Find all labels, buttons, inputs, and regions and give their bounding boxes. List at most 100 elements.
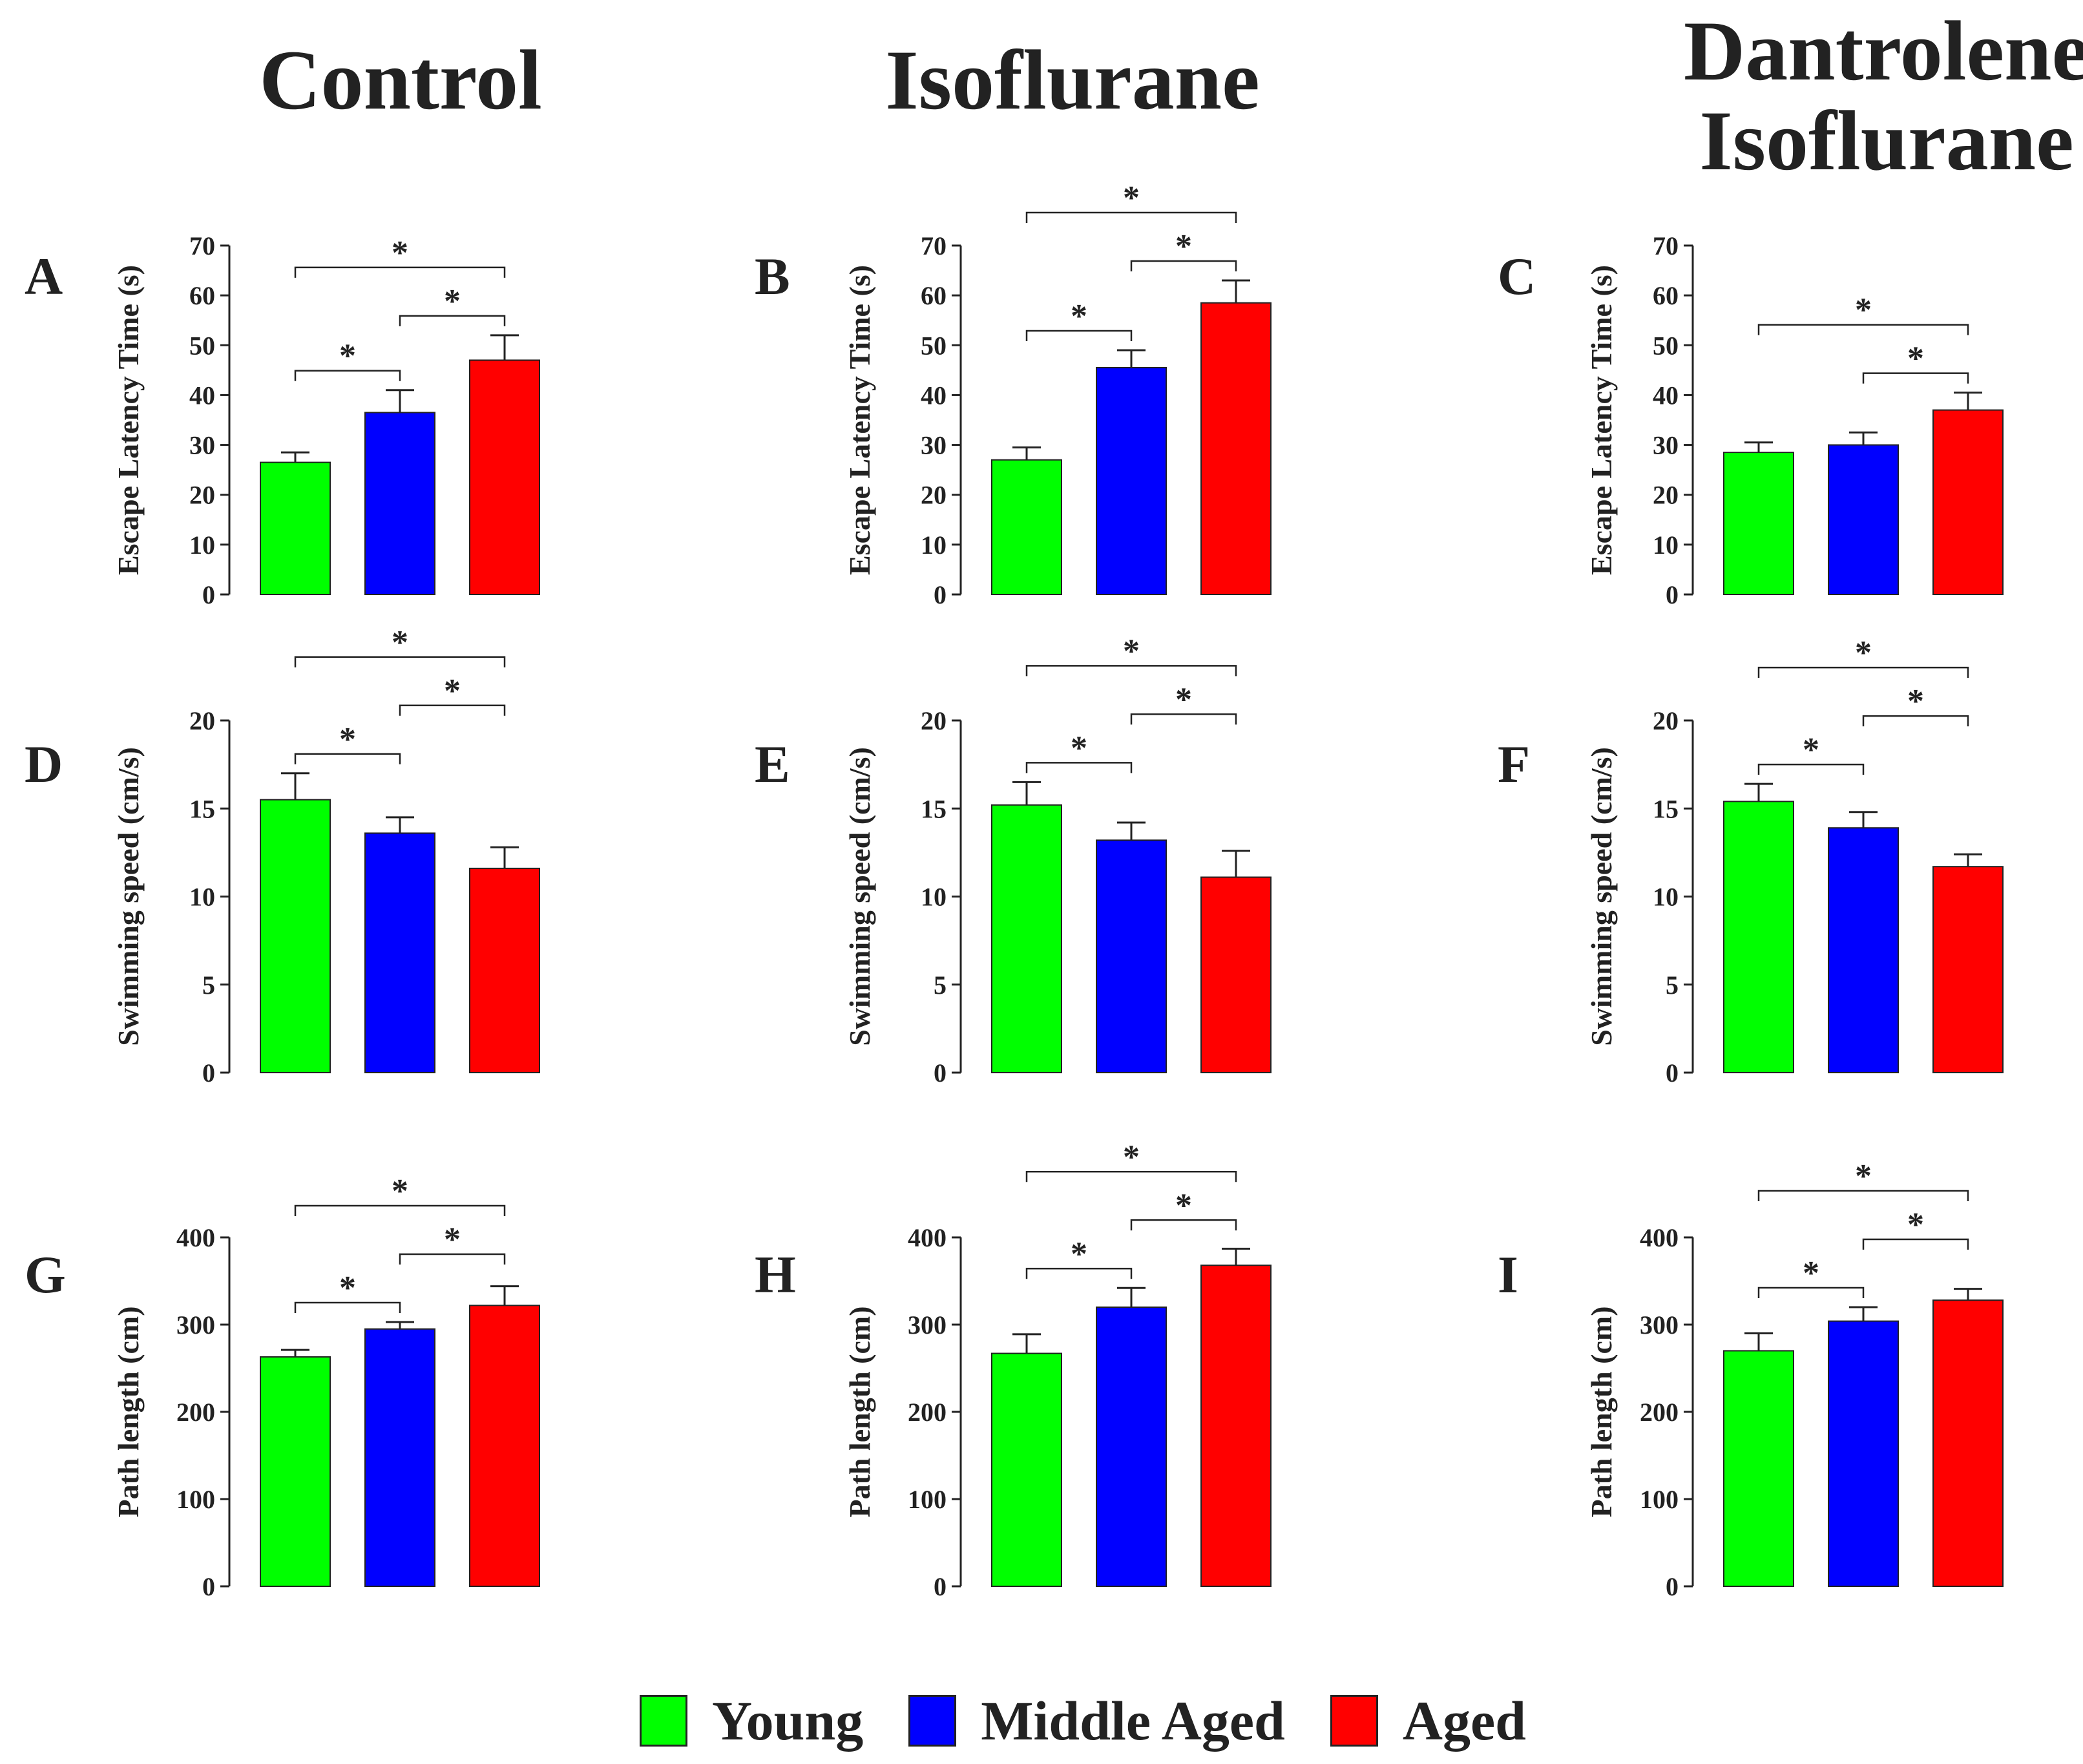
significance-bracket <box>1025 1171 1237 1182</box>
significance-star: * <box>1855 1158 1872 1195</box>
y-tick-label: 30 <box>921 431 947 460</box>
bar-young <box>260 799 331 1073</box>
panel-G: G Path length (cm) 0 100 200 300 400 * * * <box>25 1173 540 1601</box>
y-axis-label: Path length (cm) <box>112 1306 145 1517</box>
bar-aged <box>1932 1299 2004 1587</box>
significance-star: * <box>1175 228 1192 265</box>
y-axis-label: Escape Latency Time (s) <box>1585 265 1618 575</box>
significance-star: * <box>1123 180 1140 216</box>
y-tick-label: 5 <box>934 971 947 1000</box>
y-tick-label: 40 <box>1653 381 1679 410</box>
significance-bracket <box>1130 1219 1237 1231</box>
y-tick-label: 200 <box>1640 1398 1679 1427</box>
bar-young <box>991 459 1062 596</box>
bar-middle-aged <box>364 1328 435 1587</box>
y-tick-label: 15 <box>921 794 947 823</box>
y-tick-label: 20 <box>189 706 215 735</box>
y-tick-label: 0 <box>934 1058 947 1087</box>
y-tick-label: 0 <box>202 1058 215 1087</box>
significance-bracket <box>294 266 506 278</box>
column-title-dantrolene-isoflurane: Dantrolene Isoflurane <box>1660 6 2083 185</box>
significance-bracket <box>294 1301 401 1313</box>
legend-label-aged: Aged <box>1402 1690 1526 1752</box>
y-tick-label: 400 <box>908 1223 947 1252</box>
y-tick-label: 0 <box>202 1572 215 1601</box>
y-tick-label: 20 <box>921 481 947 510</box>
significance-star: * <box>339 338 356 375</box>
y-tick-label: 100 <box>908 1485 947 1514</box>
y-axis-label: Swimming speed (cm/s) <box>112 747 145 1046</box>
significance-bracket <box>1862 372 1969 384</box>
significance-star: * <box>1123 633 1140 669</box>
bar-middle-aged <box>1096 367 1167 595</box>
legend-swatch-middle-aged <box>908 1695 957 1747</box>
panel-B: B Escape Latency Time (s) 0 10 20 30 40 50 60 70 *… <box>755 180 1272 609</box>
y-tick-label: 100 <box>1640 1485 1679 1514</box>
significance-star: * <box>444 1221 461 1258</box>
y-tick-label: 15 <box>1653 794 1679 823</box>
significance-bracket <box>294 753 401 764</box>
y-axis-label: Path length (cm) <box>843 1306 876 1517</box>
y-tick-label: 300 <box>908 1310 947 1339</box>
y-tick-label: 200 <box>908 1398 947 1427</box>
column-title-isoflurane: Isoflurane <box>885 32 1260 127</box>
y-tick-label: 20 <box>921 706 947 735</box>
significance-star: * <box>1175 1187 1192 1224</box>
bar-young <box>1723 1350 1794 1587</box>
y-tick-label: 0 <box>934 580 947 609</box>
significance-star: * <box>1907 683 1924 720</box>
panel-letter: I <box>1498 1245 1518 1304</box>
bar-middle-aged <box>1828 1320 1899 1587</box>
significance-bracket <box>294 656 506 667</box>
column-title-isoflurane-line: Isoflurane <box>1699 92 2074 188</box>
panel-D: D Swimming speed (cm/s) 0 5 10 15 20 * * * <box>25 624 540 1087</box>
significance-bracket <box>1757 666 1969 678</box>
significance-bracket <box>1025 762 1133 773</box>
y-tick-label: 100 <box>176 1485 215 1514</box>
panel-A: A Escape Latency Time (s) 0 10 20 30 40 50 60 70 *… <box>25 231 540 609</box>
legend: Young Middle Aged Aged <box>640 1690 1526 1752</box>
y-tick-label: 10 <box>921 883 947 912</box>
significance-star: * <box>392 1173 408 1210</box>
panel-H: H Path length (cm) 0 100 200 300 400 * * * <box>755 1139 1272 1601</box>
bar-aged <box>469 867 540 1074</box>
bar-young <box>260 1356 331 1587</box>
significance-bracket <box>399 315 506 326</box>
legend-label-young: Young <box>712 1690 864 1752</box>
significance-star: * <box>444 283 461 320</box>
bar-aged <box>469 1305 540 1588</box>
panel-F: F Swimming speed (cm/s) 0 5 10 15 20 * * * <box>1498 635 2004 1087</box>
bar-aged <box>469 359 540 596</box>
significance-star: * <box>1907 1206 1924 1243</box>
y-tick-label: 60 <box>921 281 947 310</box>
significance-star: * <box>1803 1255 1819 1292</box>
y-tick-label: 5 <box>202 971 215 1000</box>
significance-bracket <box>1130 260 1237 271</box>
bar-middle-aged <box>364 412 435 596</box>
y-tick-label: 50 <box>189 331 215 360</box>
y-tick-label: 0 <box>934 1572 947 1601</box>
bar-young <box>991 1352 1062 1588</box>
significance-bracket <box>1757 324 1969 335</box>
y-tick-label: 400 <box>1640 1223 1679 1252</box>
significance-star: * <box>444 673 461 709</box>
significance-star: * <box>1855 292 1872 329</box>
significance-bracket <box>1862 1238 1969 1250</box>
bar-aged <box>1932 866 2004 1074</box>
legend-swatch-young <box>640 1695 687 1747</box>
y-tick-label: 10 <box>189 530 215 560</box>
y-tick-label: 20 <box>189 481 215 510</box>
significance-star: * <box>1123 1139 1140 1175</box>
significance-bracket <box>399 704 506 716</box>
significance-star: * <box>1071 730 1087 766</box>
panel-letter: A <box>25 247 63 306</box>
y-tick-label: 70 <box>921 231 947 260</box>
significance-star: * <box>1907 341 1924 377</box>
panel-letter: C <box>1498 247 1536 306</box>
y-tick-label: 300 <box>1640 1310 1679 1339</box>
significance-bracket <box>1862 715 1969 727</box>
significance-bracket <box>1025 665 1237 677</box>
significance-star: * <box>1071 1235 1087 1272</box>
bar-aged <box>1932 409 2004 595</box>
significance-bracket <box>1025 330 1133 341</box>
